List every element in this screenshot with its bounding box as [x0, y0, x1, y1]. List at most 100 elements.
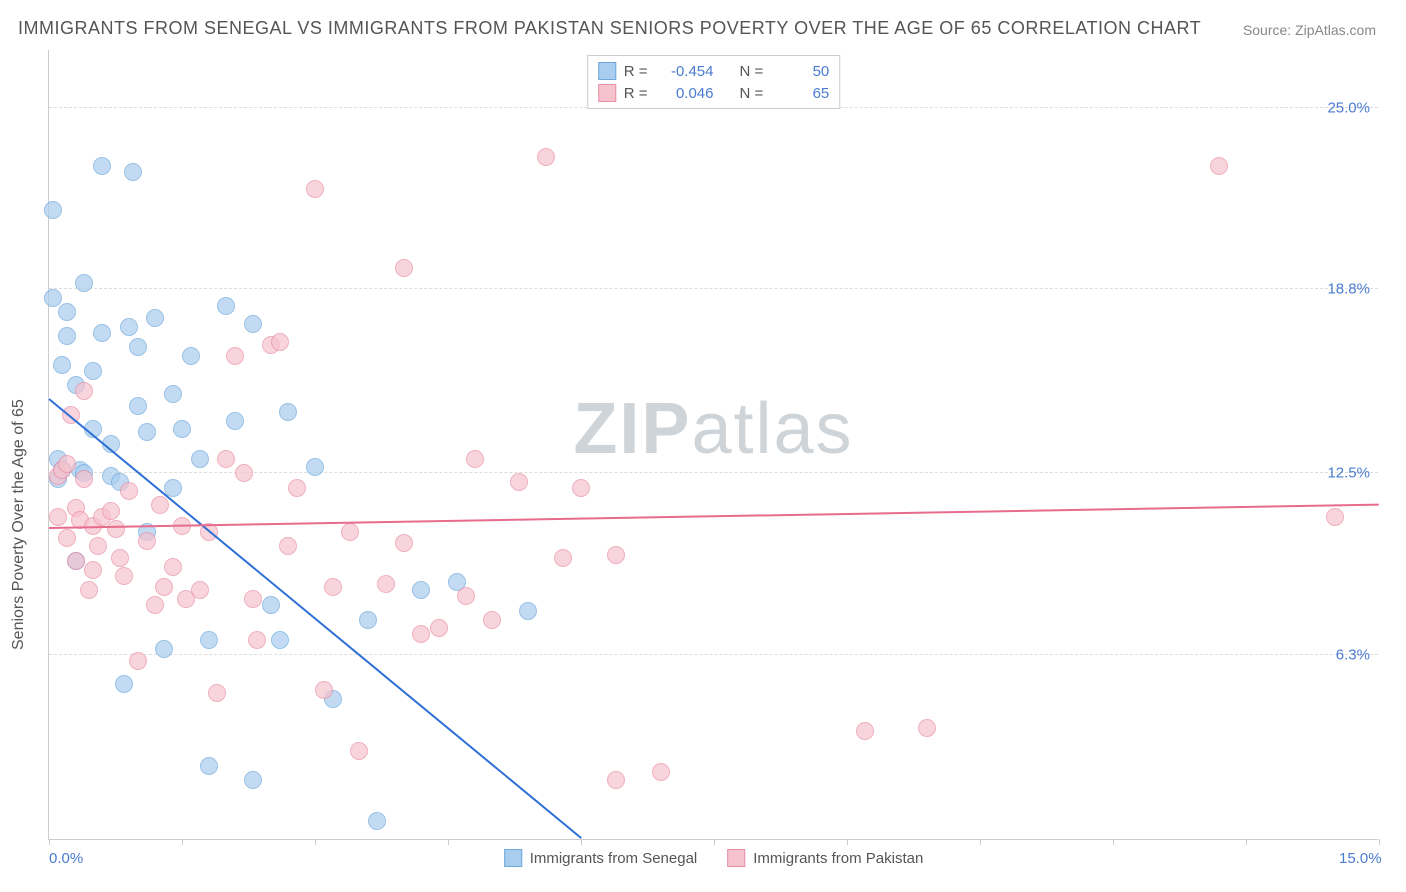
legend-series-box: Immigrants from Senegal Immigrants from …: [504, 849, 924, 867]
x-tick: [847, 839, 848, 845]
legend-item-0: Immigrants from Senegal: [504, 849, 698, 867]
scatter-point: [262, 596, 280, 614]
scatter-point: [129, 397, 147, 415]
legend-row-1: R = 0.046 N = 65: [598, 82, 830, 104]
watermark: ZIPatlas: [573, 388, 853, 470]
scatter-point: [271, 631, 289, 649]
scatter-point: [115, 675, 133, 693]
scatter-point: [457, 587, 475, 605]
scatter-point: [93, 157, 111, 175]
scatter-point: [217, 297, 235, 315]
scatter-point: [155, 578, 173, 596]
scatter-point: [129, 338, 147, 356]
x-tick: [1113, 839, 1114, 845]
scatter-point: [607, 546, 625, 564]
watermark-light: atlas: [691, 389, 853, 469]
scatter-point: [244, 315, 262, 333]
scatter-point: [146, 596, 164, 614]
x-tick: [1246, 839, 1247, 845]
scatter-point: [510, 473, 528, 491]
x-tick: [448, 839, 449, 845]
scatter-point: [191, 450, 209, 468]
scatter-point: [164, 558, 182, 576]
scatter-point: [75, 382, 93, 400]
scatter-point: [466, 450, 484, 468]
x-tick-label: 15.0%: [1339, 850, 1382, 867]
scatter-point: [483, 611, 501, 629]
scatter-point: [271, 333, 289, 351]
x-tick: [1379, 839, 1380, 845]
y-tick-label: 6.3%: [1336, 646, 1370, 663]
scatter-point: [44, 201, 62, 219]
scatter-point: [279, 403, 297, 421]
scatter-point: [191, 581, 209, 599]
n-value-1: 65: [771, 85, 829, 102]
scatter-point: [412, 581, 430, 599]
scatter-point: [124, 163, 142, 181]
scatter-point: [315, 681, 333, 699]
scatter-point: [1326, 508, 1344, 526]
scatter-point: [554, 549, 572, 567]
scatter-point: [244, 771, 262, 789]
scatter-point: [151, 496, 169, 514]
scatter-point: [58, 327, 76, 345]
scatter-point: [75, 274, 93, 292]
scatter-point: [235, 464, 253, 482]
scatter-point: [279, 537, 297, 555]
source-label: Source: ZipAtlas.com: [1243, 22, 1376, 38]
scatter-point: [217, 450, 235, 468]
legend-bottom-swatch-0: [504, 849, 522, 867]
legend-bottom-swatch-1: [727, 849, 745, 867]
n-value-0: 50: [771, 63, 829, 80]
scatter-point: [395, 534, 413, 552]
scatter-point: [208, 684, 226, 702]
r-value-1: 0.046: [656, 85, 714, 102]
scatter-point: [102, 502, 120, 520]
scatter-point: [111, 549, 129, 567]
n-label-0: N =: [740, 63, 764, 80]
scatter-point: [67, 552, 85, 570]
scatter-point: [84, 561, 102, 579]
scatter-point: [248, 631, 266, 649]
scatter-point: [306, 180, 324, 198]
scatter-point: [44, 289, 62, 307]
scatter-point: [138, 532, 156, 550]
r-label-1: R =: [624, 85, 648, 102]
scatter-point: [200, 631, 218, 649]
x-tick: [714, 839, 715, 845]
scatter-point: [107, 520, 125, 538]
scatter-point: [572, 479, 590, 497]
scatter-point: [173, 420, 191, 438]
plot-area: ZIPatlas R = -0.454 N = 50 R = 0.046 N =…: [48, 50, 1378, 840]
y-tick-label: 12.5%: [1327, 465, 1370, 482]
scatter-point: [1210, 157, 1228, 175]
scatter-point: [226, 412, 244, 430]
scatter-point: [288, 479, 306, 497]
scatter-point: [412, 625, 430, 643]
x-tick: [49, 839, 50, 845]
scatter-point: [652, 763, 670, 781]
scatter-point: [359, 611, 377, 629]
scatter-point: [430, 619, 448, 637]
legend-item-1: Immigrants from Pakistan: [727, 849, 923, 867]
scatter-point: [377, 575, 395, 593]
trend-line: [49, 503, 1379, 528]
scatter-point: [324, 578, 342, 596]
y-tick-label: 18.8%: [1327, 280, 1370, 297]
scatter-point: [519, 602, 537, 620]
scatter-point: [58, 455, 76, 473]
legend-series-name-0: Immigrants from Senegal: [530, 850, 698, 867]
scatter-point: [306, 458, 324, 476]
n-label-1: N =: [740, 85, 764, 102]
scatter-point: [58, 529, 76, 547]
scatter-point: [226, 347, 244, 365]
scatter-point: [129, 652, 147, 670]
scatter-point: [244, 590, 262, 608]
scatter-point: [49, 508, 67, 526]
legend-series-name-1: Immigrants from Pakistan: [753, 850, 923, 867]
legend-swatch-1: [598, 84, 616, 102]
scatter-point: [93, 324, 111, 342]
scatter-point: [350, 742, 368, 760]
scatter-point: [120, 318, 138, 336]
scatter-point: [395, 259, 413, 277]
